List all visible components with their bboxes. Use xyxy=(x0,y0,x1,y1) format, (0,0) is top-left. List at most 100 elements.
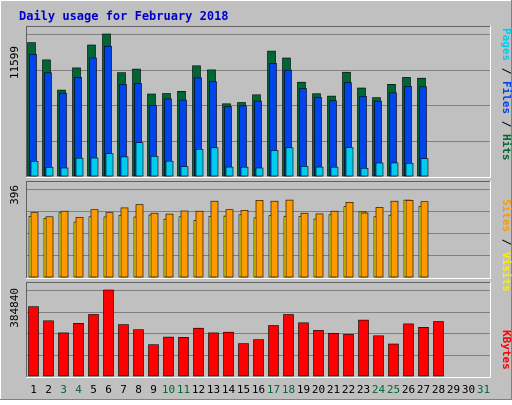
bar-visits xyxy=(390,200,399,278)
bar-visits xyxy=(120,207,129,278)
bar-visits xyxy=(375,207,384,278)
bar-kbytes xyxy=(28,306,39,377)
bar-files xyxy=(314,97,322,177)
bar-visits xyxy=(240,210,249,278)
bar-pages xyxy=(135,142,144,177)
bar-pages xyxy=(255,167,264,177)
bar-kbytes xyxy=(388,343,399,377)
bar-files xyxy=(44,72,52,177)
legend-sites-visits: Sites / Visits xyxy=(500,199,512,292)
x-tick-label: 14 xyxy=(222,383,236,396)
x-tick-label: 27 xyxy=(417,383,430,396)
x-tick-label: 4 xyxy=(75,383,82,396)
bar-visits xyxy=(405,200,414,278)
x-tick-label: 20 xyxy=(312,383,325,396)
bar-files xyxy=(59,92,67,177)
bar-pages xyxy=(105,153,114,177)
y-max-label: 11599 xyxy=(8,46,21,79)
y-max-label: 384840 xyxy=(8,288,21,328)
bar-pages xyxy=(240,166,249,177)
bar-files xyxy=(224,106,232,177)
bar-pages xyxy=(225,166,234,177)
x-tick-label: 1 xyxy=(30,383,37,396)
bar-pages xyxy=(180,166,189,177)
bar-visits xyxy=(270,200,279,278)
bar-visits xyxy=(210,200,219,278)
bar-files xyxy=(254,100,262,177)
bar-kbytes xyxy=(373,335,384,377)
x-tick-label: 31 xyxy=(477,383,490,396)
bar-pages xyxy=(405,163,414,177)
bar-visits xyxy=(165,213,174,278)
bar-kbytes xyxy=(88,314,99,377)
bar-visits xyxy=(360,212,369,278)
bar-kbytes xyxy=(73,322,84,377)
bar-pages xyxy=(300,166,309,177)
bar-kbytes xyxy=(298,322,309,377)
x-tick-label: 28 xyxy=(432,383,445,396)
bar-kbytes xyxy=(58,332,69,377)
x-tick-label: 26 xyxy=(402,383,415,396)
bar-kbytes xyxy=(103,289,114,377)
x-tick-label: 24 xyxy=(372,383,386,396)
bar-pages xyxy=(75,157,84,177)
bar-kbytes xyxy=(118,324,129,377)
bar-pages xyxy=(345,147,354,177)
chart-title: Daily usage for February 2018 xyxy=(19,9,229,23)
bar-visits xyxy=(135,204,144,278)
legend-visits: Visits xyxy=(500,252,512,292)
x-tick-label: 17 xyxy=(267,383,280,396)
bar-files xyxy=(329,100,337,177)
legend-sep-2: / xyxy=(500,114,512,134)
bar-files xyxy=(239,105,247,177)
y-max-label: 396 xyxy=(8,185,21,205)
bar-kbytes xyxy=(253,339,264,377)
bar-kbytes xyxy=(358,319,369,377)
bar-pages xyxy=(210,147,219,177)
x-tick-label: 25 xyxy=(387,383,400,396)
bar-kbytes xyxy=(178,336,189,377)
bar-kbytes xyxy=(208,332,219,377)
chart-panels: 11599 396 384840 xyxy=(8,26,491,378)
legend-hits-files-pages: Pages / Files / Hits xyxy=(500,28,512,161)
bar-kbytes xyxy=(343,334,354,377)
bar-kbytes xyxy=(283,314,294,377)
bar-files xyxy=(299,88,307,177)
bar-visits xyxy=(255,200,264,278)
x-tick-label: 10 xyxy=(162,383,175,396)
bar-kbytes xyxy=(223,331,234,377)
bar-files xyxy=(359,96,367,177)
bar-pages xyxy=(360,168,369,177)
x-tick-label: 21 xyxy=(327,383,340,396)
bar-pages xyxy=(285,147,294,177)
x-tick-label: 12 xyxy=(192,383,205,396)
x-tick-label: 22 xyxy=(342,383,355,396)
panel-visits-sites: 396 xyxy=(8,181,491,279)
x-tick-label: 18 xyxy=(282,383,295,396)
legend-sites: Sites xyxy=(500,199,512,232)
bar-kbytes xyxy=(43,320,54,377)
legend-files: Files xyxy=(500,81,512,114)
bar-visits xyxy=(150,212,159,278)
bar-pages xyxy=(90,157,99,177)
legend-kbytes: KBytes xyxy=(500,330,512,370)
bar-kbytes xyxy=(193,327,204,377)
bar-pages xyxy=(195,149,204,177)
bar-pages xyxy=(270,150,279,177)
legend-pages: Pages xyxy=(500,28,512,61)
x-tick-label: 5 xyxy=(90,383,97,396)
bar-visits xyxy=(285,199,294,278)
panel-kbytes: 384840 xyxy=(8,282,491,378)
x-tick-label: 13 xyxy=(207,383,220,396)
bar-kbytes xyxy=(148,344,159,377)
legend-sep-1: / xyxy=(500,61,512,81)
bar-kbytes xyxy=(403,323,414,377)
bar-visits xyxy=(330,210,339,278)
bar-kbytes xyxy=(418,326,429,377)
bar-files xyxy=(179,99,187,177)
x-tick-label: 15 xyxy=(237,383,250,396)
x-tick-label: 30 xyxy=(462,383,475,396)
bar-visits xyxy=(75,217,84,278)
bar-visits xyxy=(225,209,234,278)
x-axis-labels: 1 2 3 4 5 6 7 8 9 10 11 12 13 14 15 16 17 18 19 20 21 22 23 24 2… xyxy=(30,383,490,396)
